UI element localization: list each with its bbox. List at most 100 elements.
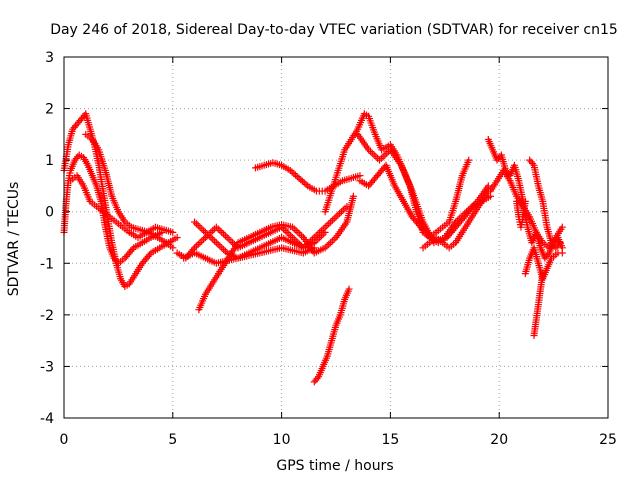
data-point	[295, 174, 303, 182]
data-point	[209, 227, 217, 235]
series-arc-17	[521, 244, 566, 283]
series-arc-20	[513, 197, 529, 231]
chart-title: Day 246 of 2018, Sidereal Day-to-day VTE…	[50, 22, 618, 38]
data-point	[349, 192, 357, 200]
y-tick-label: 1	[45, 153, 54, 169]
data-point	[297, 176, 305, 184]
data-point	[370, 151, 378, 159]
data-point	[376, 156, 384, 164]
data-point	[317, 232, 325, 240]
series-arc-10	[310, 285, 353, 386]
series-arc-8	[195, 192, 357, 314]
data-point	[221, 232, 229, 240]
data-point	[218, 244, 226, 252]
data-point	[325, 220, 333, 228]
data-point	[194, 240, 202, 248]
data-point	[321, 228, 329, 236]
data-point	[293, 173, 301, 181]
series-arc-3	[67, 172, 177, 241]
data-point	[319, 230, 327, 238]
data-point	[196, 239, 204, 247]
plot-frame	[63, 56, 609, 419]
data-point	[298, 232, 306, 240]
data-point	[327, 239, 335, 247]
data-point	[457, 213, 465, 221]
data-point	[345, 285, 353, 293]
data-point	[555, 240, 563, 248]
data-point	[294, 228, 302, 236]
data-point	[465, 156, 473, 164]
data-point	[192, 242, 200, 250]
x-tick-label: 5	[168, 432, 177, 448]
data-point	[223, 234, 231, 241]
data-point	[332, 213, 340, 221]
data-point	[225, 235, 233, 243]
y-tick-label: -2	[40, 308, 54, 324]
data-point	[218, 228, 226, 236]
data-point	[227, 237, 235, 245]
series-arc-18	[526, 156, 564, 252]
data-point	[292, 227, 300, 235]
data-point	[558, 223, 566, 231]
data-point	[325, 240, 333, 248]
data-point	[200, 235, 208, 243]
x-axis-label: GPS time / hours	[276, 458, 393, 474]
data-point	[200, 227, 208, 235]
series-arc-19	[530, 270, 547, 339]
data-point	[323, 221, 331, 229]
data-point	[529, 160, 537, 168]
data-point	[337, 208, 345, 216]
data-point	[211, 237, 219, 245]
data-point	[146, 251, 154, 259]
data-point	[169, 244, 177, 252]
data-point	[298, 177, 306, 185]
data-point	[216, 227, 224, 235]
data-point	[212, 223, 220, 231]
series-arc-2	[60, 151, 166, 267]
data-point	[292, 171, 300, 179]
data-point	[205, 232, 213, 240]
data-point	[216, 242, 224, 250]
data-point	[334, 211, 342, 219]
data-point	[330, 215, 338, 223]
data-point	[316, 234, 324, 241]
y-tick-label: -4	[40, 411, 54, 427]
data-point	[212, 239, 220, 247]
x-tick-label: 10	[273, 432, 291, 448]
data-point	[314, 235, 322, 243]
data-point	[192, 220, 200, 228]
data-point	[539, 270, 547, 278]
x-tick-label: 15	[381, 432, 399, 448]
data-point	[556, 239, 564, 247]
data-point	[214, 240, 222, 248]
data-point	[169, 228, 177, 236]
data-point	[339, 206, 347, 214]
x-tick-label: 0	[60, 432, 69, 448]
series-arc-4	[82, 130, 177, 252]
data-point	[207, 234, 215, 241]
data-point	[283, 228, 291, 236]
series-arc-11	[321, 110, 473, 241]
y-tick-label: -3	[40, 359, 54, 375]
data-point	[558, 249, 566, 257]
data-point	[194, 221, 202, 229]
data-point	[196, 223, 204, 231]
grid	[64, 57, 608, 418]
x-tick-label: 25	[599, 432, 617, 448]
data-point	[290, 170, 298, 178]
axis-ticks: 0 5 10 15 20 25 -4 -3 -2 -1 0 1 2 3	[40, 50, 617, 448]
y-axis-label: SDTVAR / TECUs	[6, 182, 22, 297]
y-tick-label: 3	[45, 50, 54, 66]
data-point	[368, 149, 376, 157]
y-tick-label: -1	[40, 256, 54, 272]
data-point	[173, 234, 181, 241]
x-tick-label: 20	[490, 432, 508, 448]
data-point	[379, 153, 387, 161]
data-point	[377, 154, 385, 162]
data-point	[328, 237, 336, 245]
data-point	[189, 246, 197, 254]
data-point	[198, 237, 206, 245]
data-point	[372, 153, 380, 161]
data-point	[191, 218, 199, 226]
